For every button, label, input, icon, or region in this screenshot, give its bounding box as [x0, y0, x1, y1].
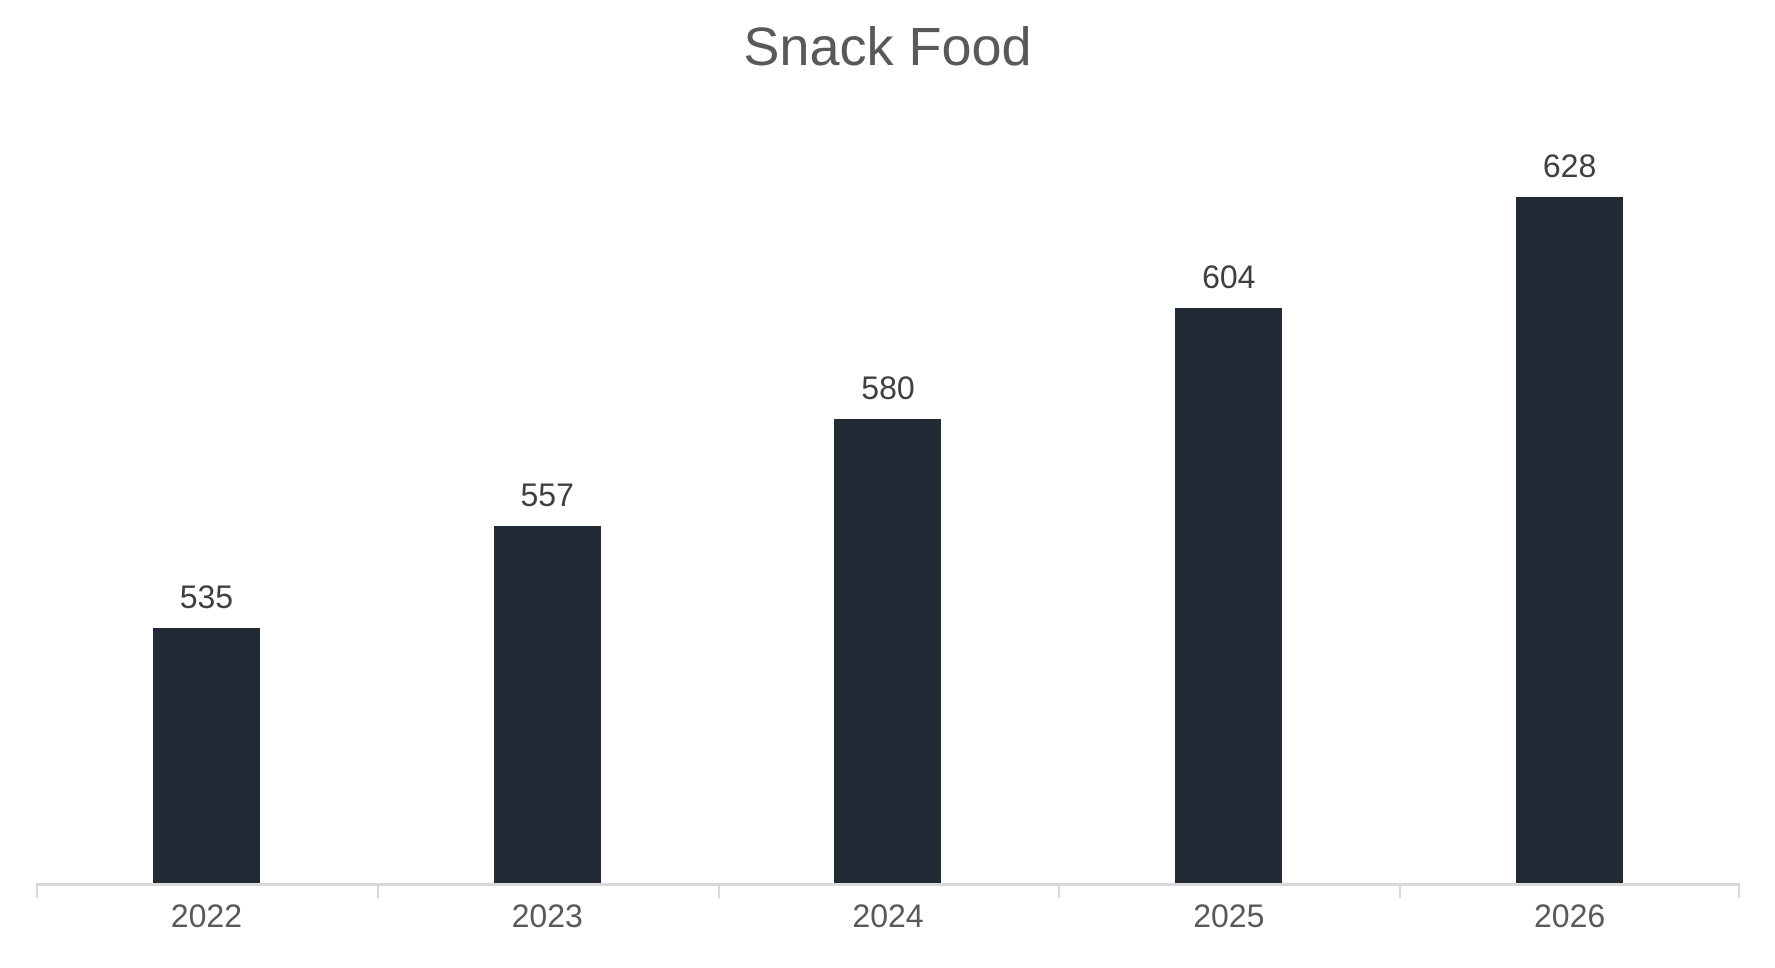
- axis-tick: [1058, 883, 1061, 898]
- x-axis-label: 2026: [1533, 898, 1606, 934]
- bar-slot: 535: [36, 95, 377, 883]
- bar-2024: 580: [834, 370, 942, 883]
- bar-2023: 557: [493, 477, 601, 883]
- x-axis-label: 2023: [511, 898, 583, 934]
- axis-tick: [1399, 883, 1402, 898]
- bar-2026: 628: [1516, 148, 1624, 883]
- data-label: 535: [179, 579, 234, 616]
- chart-title: Snack Food: [743, 17, 1032, 77]
- bar-slot: 580: [718, 95, 1059, 883]
- data-label: 557: [520, 477, 574, 514]
- x-axis-label: 2022: [170, 898, 242, 934]
- x-axis-label: 2024: [852, 898, 924, 934]
- bars-container: 535 557 580 604 628: [36, 95, 1740, 883]
- axis-tick: [36, 883, 38, 898]
- data-label: 580: [861, 370, 915, 407]
- plot-area: 535 557 580 604 628: [36, 95, 1740, 898]
- bar-2022: 535: [152, 579, 260, 883]
- bar-slot: 604: [1058, 95, 1399, 883]
- x-axis-label: 2025: [1193, 898, 1265, 934]
- axis-tick: [717, 883, 720, 898]
- axis-tick: [1738, 883, 1740, 898]
- axis-tick: [376, 883, 379, 898]
- data-label: 628: [1542, 147, 1597, 184]
- bar-slot: 628: [1399, 95, 1740, 883]
- data-label: 604: [1202, 259, 1256, 296]
- bar-slot: 557: [377, 95, 718, 883]
- x-axis-labels: 2022 2023 2024 2025 2026: [36, 898, 1740, 935]
- bar-2025: 604: [1175, 259, 1283, 883]
